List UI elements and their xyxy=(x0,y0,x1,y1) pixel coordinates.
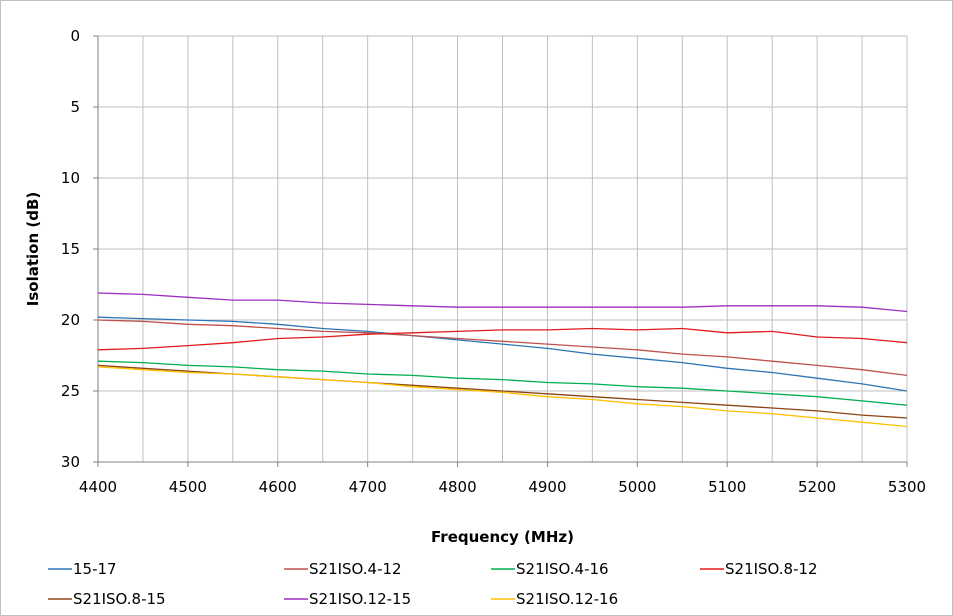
series-line-1 xyxy=(97,316,908,392)
y-tick-label: 10 xyxy=(61,169,80,187)
legend-label-3: S21ISO.4-16 xyxy=(516,560,609,578)
legend-label-5: S21ISO.8-15 xyxy=(73,590,166,608)
x-tick-label: 4400 xyxy=(79,478,117,496)
x-tick-label: 5200 xyxy=(798,478,836,496)
legend-label-4: S21ISO.8-12 xyxy=(725,560,818,578)
x-axis-title: Frequency (MHz) xyxy=(431,528,574,546)
x-tick-label: 5000 xyxy=(618,478,656,496)
series-line-6 xyxy=(97,292,908,313)
x-tick-label: 4500 xyxy=(169,478,207,496)
legend-label-7: S21ISO.12-16 xyxy=(516,590,618,608)
series-line-3 xyxy=(97,360,908,406)
y-tick-label: 0 xyxy=(70,27,80,45)
legend-label-6: S21ISO.12-15 xyxy=(309,590,411,608)
legend-label-1: 15-17 xyxy=(73,560,117,578)
y-tick-label: 20 xyxy=(61,311,80,329)
y-axis-title: Isolation (dB) xyxy=(24,192,42,306)
y-tick-label: 5 xyxy=(70,98,80,116)
legend-label-2: S21ISO.4-12 xyxy=(309,560,402,578)
y-tick-label: 15 xyxy=(61,240,80,258)
y-tick-label: 30 xyxy=(61,453,80,471)
x-tick-label: 4600 xyxy=(259,478,297,496)
x-tick-label: 4900 xyxy=(528,478,566,496)
series-line-4 xyxy=(97,327,908,351)
series-line-7 xyxy=(97,366,908,428)
series-line-2 xyxy=(97,319,908,377)
x-tick-label: 4700 xyxy=(349,478,387,496)
x-tick-label: 5300 xyxy=(888,478,926,496)
x-tick-label: 4800 xyxy=(438,478,476,496)
x-tick-label: 5100 xyxy=(708,478,746,496)
y-tick-label: 25 xyxy=(61,382,80,400)
